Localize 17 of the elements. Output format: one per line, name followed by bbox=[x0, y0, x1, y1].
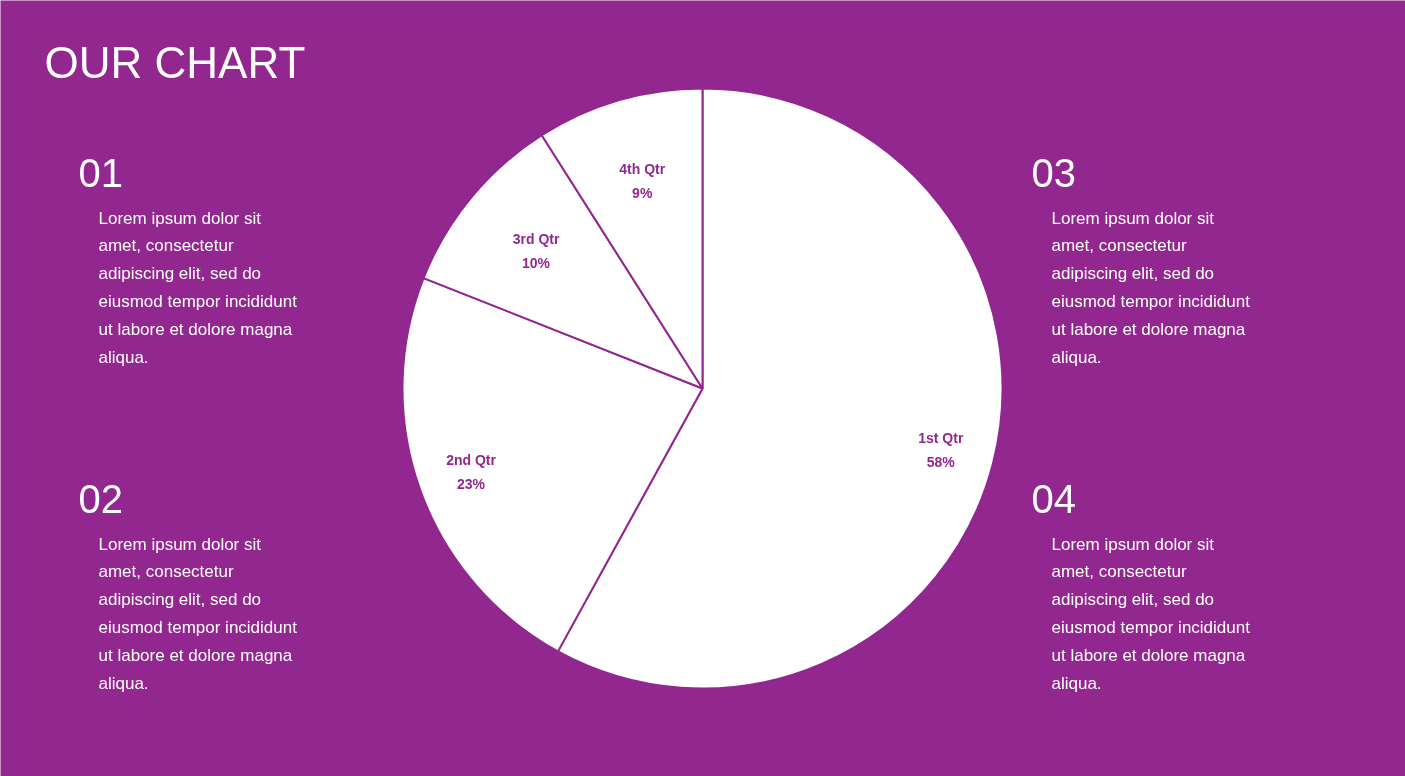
text: Lorem ipsum dolor sit amet, consectetur adipiscing elit, sed do eiusmod tempor incididunt ut labore et dolore magna aliqua. bbox=[98, 534, 298, 694]
slice-label: 2nd Qtr bbox=[446, 451, 497, 468]
text: Lorem ipsum dolor sit amet, consectetur adipiscing elit, sed do eiusmod tempor incididunt ut labore et dolore magna aliqua. bbox=[1051, 534, 1251, 694]
text: 02 bbox=[78, 476, 123, 521]
slice-label: 4th Qtr bbox=[619, 161, 666, 178]
data-label: 58% bbox=[926, 453, 956, 470]
text: 03 bbox=[1031, 150, 1076, 195]
data-label: 10% bbox=[522, 254, 551, 271]
text: 01 bbox=[78, 150, 123, 195]
data-label: 9% bbox=[632, 185, 653, 202]
data-label: 23% bbox=[457, 475, 486, 492]
slice-label: 3rd Qtr bbox=[512, 230, 560, 247]
text: 04 bbox=[1031, 476, 1076, 521]
text: Lorem ipsum dolor sit amet, consectetur adipiscing elit, sed do eiusmod tempor incididunt ut labore et dolore magna aliqua. bbox=[1051, 208, 1251, 368]
slice-label: 1st Qtr bbox=[918, 429, 964, 446]
chart-title: OUR CHART bbox=[44, 38, 306, 87]
text: Lorem ipsum dolor sit amet, consectetur adipiscing elit, sed do eiusmod tempor incididunt ut labore et dolore magna aliqua. bbox=[98, 208, 298, 368]
